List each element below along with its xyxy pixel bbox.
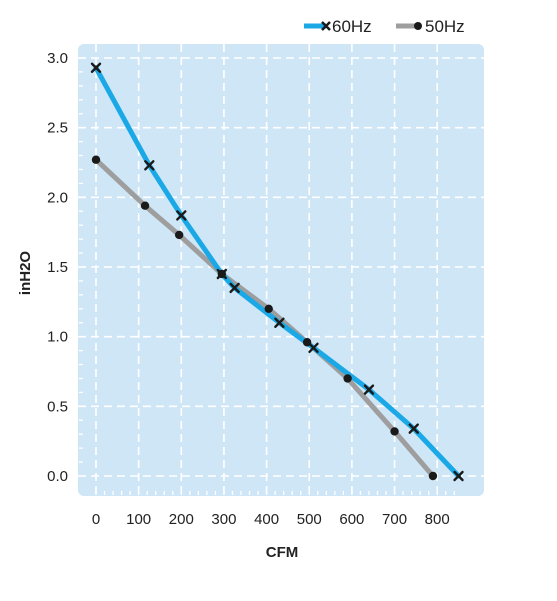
data-point-60hz	[308, 342, 319, 354]
legend: 60Hz 50Hz	[304, 17, 465, 36]
x-tick-label: 800	[425, 511, 450, 528]
data-point-60hz	[453, 470, 464, 482]
x-axis-title: CFM	[266, 544, 299, 561]
x-tick-label: 300	[211, 511, 236, 528]
x-tick-label: 700	[382, 511, 407, 528]
data-point-50hz	[140, 201, 150, 210]
x-tick-label: 0	[92, 511, 100, 528]
legend-item-60hz: 60Hz	[304, 17, 372, 36]
x-tick-label: 200	[169, 511, 194, 528]
y-tick-label: 2.0	[47, 189, 68, 206]
y-tick-label: 0.5	[47, 398, 68, 415]
y-tick-label: 3.0	[47, 50, 68, 67]
data-point-50hz	[343, 374, 352, 383]
legend-x-marker-icon	[321, 21, 331, 31]
y-tick-label: 1.5	[47, 259, 68, 276]
legend-label-50hz: 50Hz	[425, 17, 465, 36]
data-point-60hz	[363, 384, 375, 395]
series-layer	[90, 62, 464, 482]
axis-ticks	[79, 57, 455, 495]
data-point-50hz	[174, 230, 184, 240]
data-point-50hz	[91, 155, 101, 164]
x-tick-label: 500	[297, 511, 322, 528]
y-tick-labels: 0.0 0.5 1.0 1.5 2.0 2.5 3.0	[47, 50, 68, 485]
legend-label-60hz: 60Hz	[332, 17, 372, 36]
data-point-50hz	[428, 471, 438, 481]
data-point-60hz	[408, 423, 419, 434]
data-point-60hz	[144, 160, 155, 171]
legend-item-50hz: 50Hz	[396, 17, 465, 36]
grid	[78, 44, 484, 496]
data-point-60hz	[216, 268, 228, 280]
series-line-60hz	[93, 65, 461, 479]
x-tick-label: 400	[254, 511, 279, 528]
y-tick-label: 2.5	[47, 120, 68, 137]
x-tick-labels: 0 100 200 300 400 500 600 700 800	[92, 511, 450, 528]
y-axis-title: inH2O	[17, 251, 34, 296]
y-tick-label: 0.0	[47, 468, 68, 485]
data-point-60hz	[229, 282, 240, 294]
x-tick-label: 600	[339, 511, 364, 528]
x-tick-label: 100	[126, 511, 151, 528]
data-point-60hz	[90, 62, 102, 73]
data-point-50hz	[390, 427, 399, 436]
y-tick-label: 1.0	[47, 329, 68, 346]
data-point-60hz	[274, 317, 285, 328]
plot-background	[78, 44, 484, 496]
data-point-60hz	[176, 210, 187, 221]
legend-dot-marker-icon	[414, 22, 422, 30]
data-point-50hz	[264, 304, 273, 314]
